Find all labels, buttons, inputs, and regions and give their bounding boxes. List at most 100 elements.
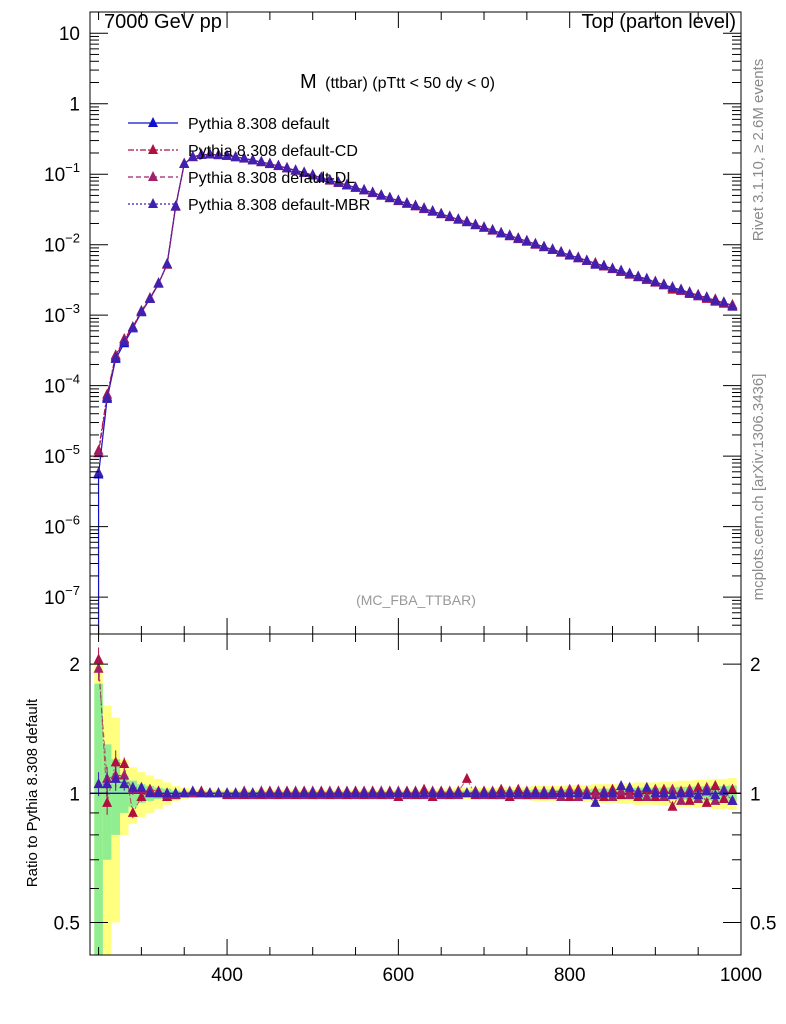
ratio-marker xyxy=(521,787,532,798)
legend-label: Pythia 8.308 default xyxy=(188,116,330,133)
title-main: M xyxy=(300,71,317,93)
x-tick-label: 800 xyxy=(554,965,586,986)
ratio-series-line xyxy=(98,778,733,804)
ratio-marker xyxy=(256,787,267,798)
ratio-marker xyxy=(247,787,258,798)
main-marker xyxy=(401,197,412,208)
main-marker xyxy=(581,254,592,265)
ratio-marker xyxy=(367,787,378,798)
main-marker xyxy=(299,166,310,177)
ratio-marker xyxy=(624,781,635,792)
main-marker xyxy=(684,286,695,297)
ratio-y-tick-label: 2 xyxy=(69,655,80,676)
ratio-marker xyxy=(676,794,687,805)
y-tick-label: 10 xyxy=(59,24,80,45)
y-tick-base: 10 xyxy=(59,24,80,45)
ratio-marker xyxy=(393,787,404,798)
ratio-marker xyxy=(230,787,241,798)
chart-title: M (ttbar) (pTtt < 50 dy < 0) xyxy=(300,71,495,93)
main-marker xyxy=(264,157,275,168)
ratio-marker xyxy=(324,787,335,798)
ratio-marker xyxy=(419,787,430,798)
ratio-marker xyxy=(538,787,549,798)
y-tick-exponent: −5 xyxy=(65,442,80,457)
main-marker xyxy=(333,176,344,187)
main-marker xyxy=(376,189,387,200)
ratio-marker xyxy=(341,787,352,798)
main-marker xyxy=(187,150,198,161)
ratio-marker xyxy=(710,779,721,790)
ratio-marker xyxy=(479,787,490,798)
main-marker xyxy=(93,447,104,458)
ratio-marker xyxy=(616,785,627,796)
ratio-marker xyxy=(333,787,344,798)
x-tick-label: 600 xyxy=(383,965,415,986)
main-marker xyxy=(239,152,250,163)
legend: Pythia 8.308 default Pythia 8.308 default… xyxy=(128,116,370,214)
ratio-marker xyxy=(410,787,421,798)
ratio-marker xyxy=(282,787,293,798)
ratio-marker xyxy=(110,756,121,767)
header-right: Top (parton level) xyxy=(581,11,736,33)
ratio-marker xyxy=(590,796,601,807)
main-marker xyxy=(727,300,738,311)
y-tick-base: 10 xyxy=(44,165,65,186)
ratio-marker xyxy=(273,787,284,798)
ratio-marker xyxy=(693,789,704,800)
ratio-frame xyxy=(89,633,742,956)
ratio-marker xyxy=(581,789,592,800)
ratio-marker xyxy=(710,794,721,805)
main-marker xyxy=(598,259,609,270)
y-tick-exponent: −6 xyxy=(65,513,80,528)
main-marker xyxy=(282,162,293,173)
main-marker xyxy=(393,194,404,205)
main-marker xyxy=(290,164,301,175)
y-tick-label: 10−3 xyxy=(44,301,80,327)
y-tick-base: 10 xyxy=(44,447,65,468)
legend-marker xyxy=(148,144,158,154)
x-tick-label: 400 xyxy=(211,965,243,986)
ratio-marker xyxy=(667,783,678,794)
ratio-marker xyxy=(684,794,695,805)
main-marker xyxy=(641,272,652,283)
main-marker xyxy=(667,281,678,292)
main-marker xyxy=(273,159,284,170)
ratio-plot-panel: 400 600 800 1000 0.5 0.5 1 1 2 2 xyxy=(54,633,776,986)
ratio-marker xyxy=(461,787,472,798)
ratio-marker xyxy=(196,787,207,798)
main-marker xyxy=(230,151,241,162)
ratio-marker xyxy=(453,787,464,798)
main-marker xyxy=(710,294,721,305)
main-marker xyxy=(513,232,524,243)
main-marker xyxy=(470,218,481,229)
ratio-y-tick-label: 1 xyxy=(69,784,80,805)
ratio-marker xyxy=(316,787,327,798)
y-tick-base: 10 xyxy=(44,306,65,327)
main-marker xyxy=(564,249,575,260)
main-marker xyxy=(496,227,507,238)
main-marker xyxy=(350,181,361,192)
y-tick-exponent: −4 xyxy=(65,372,80,387)
main-marker xyxy=(367,186,378,197)
y-tick-exponent: −3 xyxy=(65,301,80,316)
band-inner-bin xyxy=(111,759,120,835)
main-marker xyxy=(676,283,687,294)
ratio-marker xyxy=(590,789,601,800)
y-tick-label: 1 xyxy=(69,95,80,116)
ratio-marker xyxy=(187,785,198,796)
main-marker xyxy=(453,213,464,224)
legend-label: Pythia 8.308 default-CD xyxy=(188,143,358,160)
ratio-marker xyxy=(102,796,113,807)
ratio-marker xyxy=(684,787,695,798)
y-tick-label: 10−5 xyxy=(44,442,80,468)
main-marker xyxy=(196,148,207,159)
y-tick-exponent: −7 xyxy=(65,583,80,598)
ratio-marker xyxy=(650,787,661,798)
main-marker xyxy=(538,240,549,251)
ratio-marker xyxy=(119,758,130,769)
ratio-marker xyxy=(624,789,635,800)
title-sub: (ttbar) (pTtt < 50 dy < 0) xyxy=(325,75,495,92)
ratio-y-tick-label-right: 1 xyxy=(750,784,761,805)
ratio-marker xyxy=(436,787,447,798)
